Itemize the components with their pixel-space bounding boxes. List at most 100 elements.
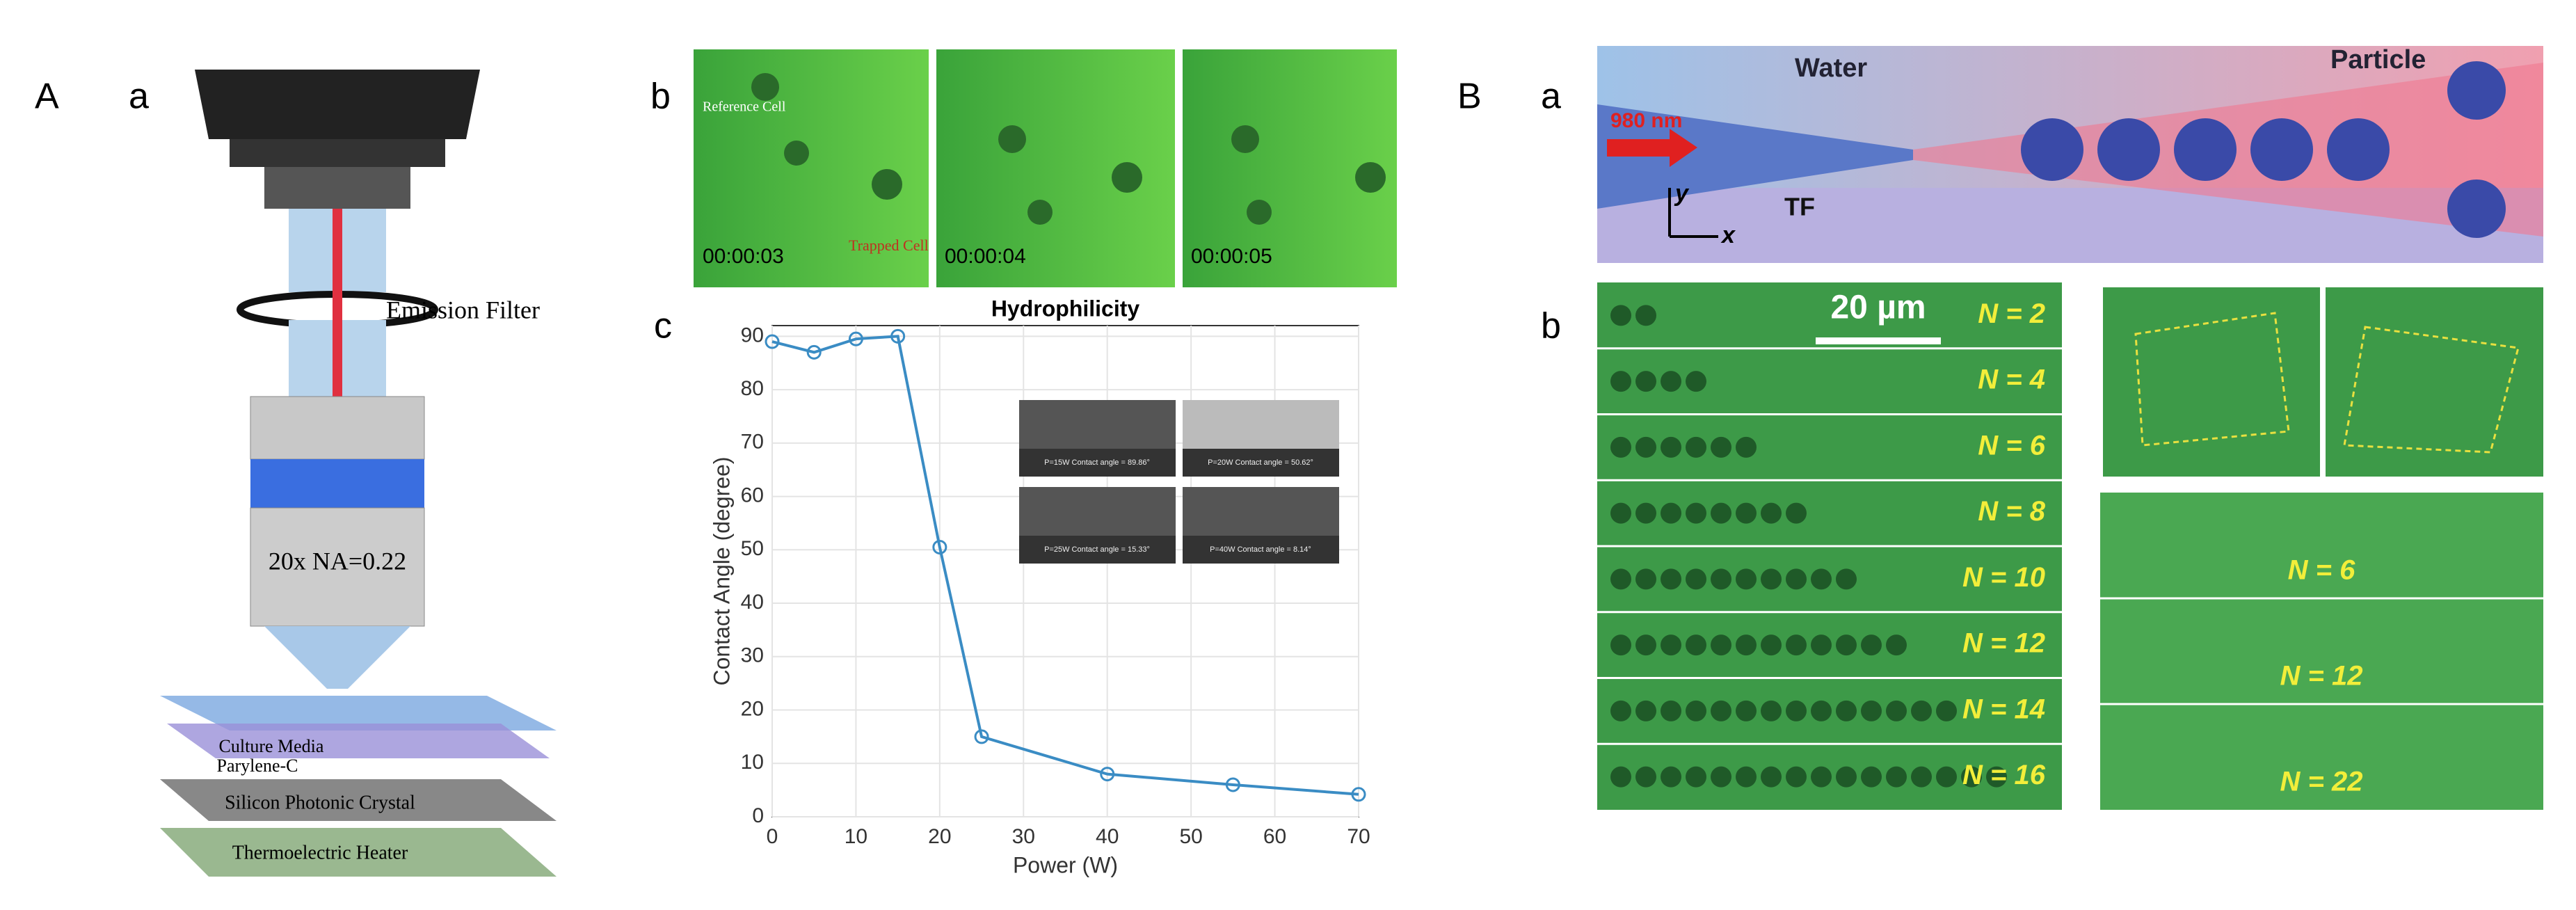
y-tick-label: 60 — [741, 484, 764, 506]
bead — [1836, 766, 1857, 788]
bead — [1811, 634, 1832, 656]
x-tick-label: 10 — [845, 825, 867, 848]
bead — [1911, 766, 1932, 788]
bead — [1861, 700, 1882, 721]
bead — [1861, 766, 1882, 788]
bead — [1610, 766, 1631, 788]
chain-label: N = 16 — [1962, 760, 2046, 790]
bead — [1761, 634, 1782, 656]
label: Thermoelectric Heater — [232, 842, 408, 863]
cluster-label: N = 12 — [2280, 661, 2363, 692]
data-point — [848, 331, 863, 346]
x-tick-label: 60 — [1263, 825, 1286, 848]
y-tick-label: 80 — [741, 377, 764, 400]
bead — [1736, 634, 1757, 656]
bead — [1786, 766, 1807, 788]
y-tick-label: 10 — [741, 751, 764, 774]
bead — [1711, 700, 1731, 721]
bead — [1661, 502, 1681, 524]
cluster-label: N = 6 — [2288, 555, 2355, 586]
label: 980 nm — [1610, 109, 1682, 132]
chain-label: N = 10 — [1962, 562, 2045, 593]
bead — [1635, 305, 1656, 326]
chain-label: N = 8 — [1978, 496, 2045, 527]
line-chart: 0 10 20 30 40 50 60 70 0 10 20 30 40 50 60 70 80 90 Hydrop… — [709, 296, 1370, 877]
bead — [1736, 436, 1757, 458]
trap-diagram — [1597, 46, 2543, 263]
panel-label: b — [1541, 306, 1561, 346]
cluster-label: N = 22 — [2280, 767, 2363, 797]
label: 00:00:04 — [945, 245, 1026, 268]
inset-label: P=20W Contact angle = 50.62° — [1208, 458, 1313, 467]
data-point — [1351, 787, 1366, 802]
panel-label: c — [654, 306, 672, 346]
label: Emission Filter — [386, 296, 540, 324]
bead — [1711, 568, 1731, 590]
bead — [1610, 305, 1631, 326]
data-point — [890, 328, 906, 344]
x-tick-label: 20 — [928, 825, 951, 848]
bead — [1811, 568, 1832, 590]
bead — [1736, 700, 1757, 721]
y-tick-label: 90 — [741, 324, 764, 346]
inset-label: P=40W Contact angle = 8.14° — [1210, 545, 1311, 554]
inset-base — [1019, 536, 1176, 564]
bead — [1736, 766, 1757, 788]
bead — [1761, 766, 1782, 788]
x-tick-label: 50 — [1179, 825, 1202, 848]
label: x — [1720, 222, 1736, 248]
bead — [1610, 568, 1631, 590]
bead — [1811, 700, 1832, 721]
bead — [1686, 436, 1706, 458]
bead — [1661, 634, 1681, 656]
x-axis-label: Power (W) — [1013, 852, 1118, 877]
y-tick-label: 50 — [741, 537, 764, 560]
bead — [1661, 436, 1681, 458]
chain-label: N = 12 — [1962, 628, 2045, 659]
y-axis-label: Contact Angle (degree) — [709, 456, 734, 685]
bead — [1711, 634, 1731, 656]
bead — [1635, 766, 1656, 788]
panel-label: B — [1457, 77, 1482, 117]
inset-label: P=15W Contact angle = 89.86° — [1044, 458, 1150, 467]
bead — [1836, 700, 1857, 721]
chain-labels: N = 2 N = 4 N = 6 N = 8 N = 10 N = 12 N = 14 N … — [1962, 298, 2362, 797]
chain-label: N = 4 — [1978, 365, 2045, 395]
bead — [1936, 700, 1957, 721]
label: Water — [1795, 54, 1867, 83]
bead — [1610, 371, 1631, 392]
inset-base — [1183, 449, 1339, 477]
bead — [1635, 436, 1656, 458]
y-tick-label: 0 — [752, 804, 764, 827]
label: Trapped Cell — [849, 237, 929, 254]
chain-label: N = 2 — [1978, 298, 2045, 329]
x-tick-label: 30 — [1012, 825, 1035, 848]
bead — [1610, 634, 1631, 656]
bead — [1610, 502, 1631, 524]
bead — [1686, 634, 1706, 656]
x-tick-label: 40 — [1096, 825, 1119, 848]
bead — [1986, 766, 2007, 788]
bead — [1786, 634, 1807, 656]
y-tick-label: 40 — [741, 591, 764, 614]
bead — [1786, 700, 1807, 721]
data-point — [1225, 777, 1240, 792]
bead — [1635, 634, 1656, 656]
bead — [1661, 371, 1681, 392]
bead — [1836, 568, 1857, 590]
data-point — [974, 729, 989, 744]
bead — [1686, 700, 1706, 721]
panel-label: a — [129, 77, 149, 117]
bead — [1786, 568, 1807, 590]
bead — [1610, 436, 1631, 458]
bead — [1786, 502, 1807, 524]
bead — [1911, 700, 1932, 721]
inset-base — [1019, 449, 1176, 477]
label: Culture Media — [219, 736, 324, 756]
panel-label: A — [35, 77, 59, 117]
inset-base — [1183, 536, 1339, 564]
panel-label: a — [1541, 77, 1561, 117]
bead — [1661, 766, 1681, 788]
bead — [1661, 568, 1681, 590]
bead — [1761, 568, 1782, 590]
